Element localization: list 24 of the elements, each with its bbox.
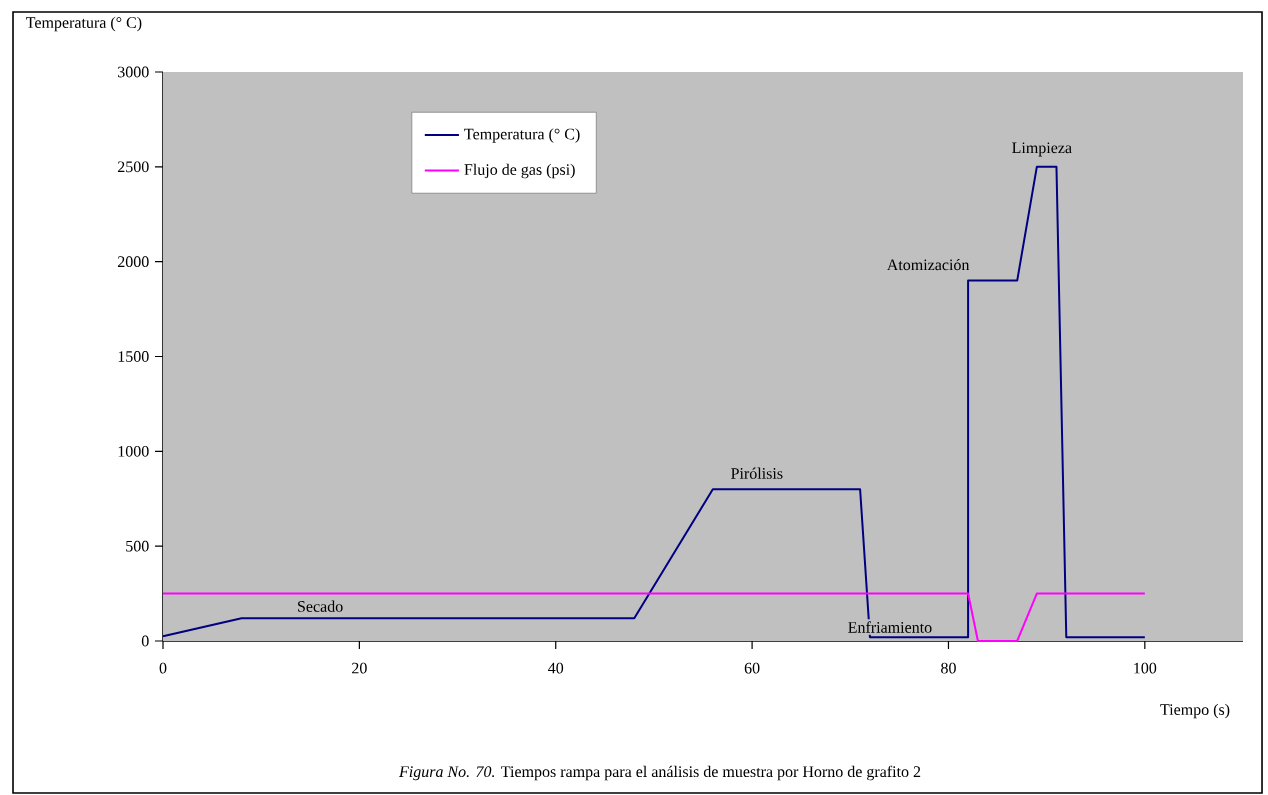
- line-series: [162, 165, 1146, 639]
- y-tick-label: 1500: [118, 351, 149, 362]
- annotation: Secado: [298, 600, 343, 612]
- legend-label: Flujo de gas (psi): [464, 163, 575, 179]
- y-tick-label: 2000: [117, 256, 149, 268]
- y-tick-label: 500: [126, 540, 149, 552]
- annotation: Pirólisis: [731, 467, 783, 479]
- y-tick-label: 1000: [118, 445, 149, 457]
- x-tick-label: 20: [352, 662, 367, 674]
- text: Figura No. 70. Tiempos rampa para el análisis de muestra por Horno de grafito 2: [398, 765, 921, 781]
- annotation: Enfriamiento: [848, 621, 932, 633]
- y-tick-label: 2500: [117, 161, 149, 173]
- x-tick-label: 100: [1134, 662, 1157, 674]
- x-tick-label: 0: [159, 662, 167, 674]
- x-tick-label: 80: [941, 662, 956, 674]
- x-tick-label: 60: [744, 662, 760, 674]
- y-axis-title: Temperatura (° C): [26, 16, 142, 32]
- legend-label: Temperatura (° C): [464, 128, 580, 143]
- y-tick-label: 0: [141, 635, 149, 647]
- x-tick-label: 40: [548, 662, 564, 674]
- annotation: Limpieza: [1012, 142, 1072, 157]
- x-axis-title: Tiempo (s): [1160, 703, 1230, 719]
- annotation: Atomización: [886, 258, 970, 271]
- y-tick-label: 3000: [118, 66, 149, 78]
